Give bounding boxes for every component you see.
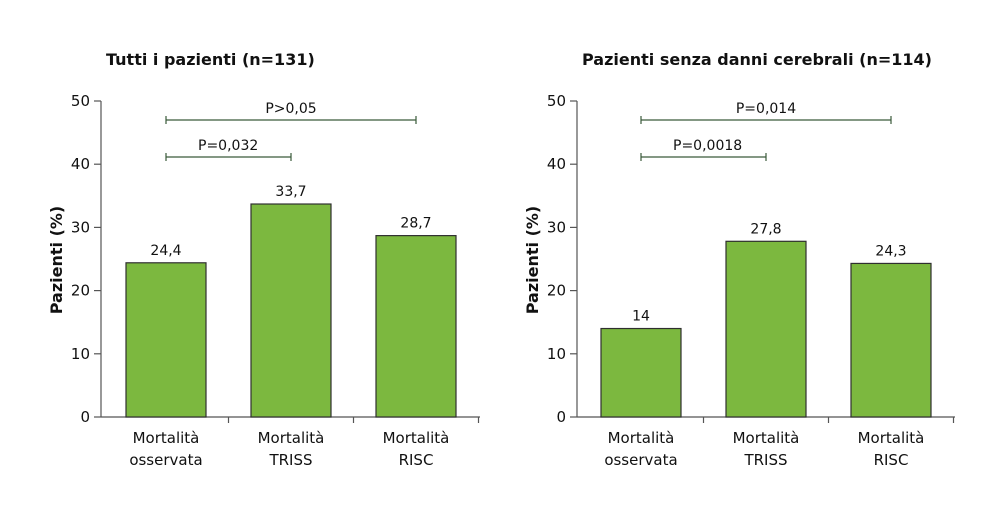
bar-value-label: 28,7	[400, 216, 431, 232]
category-label: osservata	[604, 451, 677, 469]
category-label: Mortalità	[858, 429, 925, 447]
y-tick-label: 50	[547, 92, 566, 110]
category-label: Mortalità	[258, 429, 325, 447]
y-tick-label: 0	[556, 408, 566, 426]
chart-panel-all-patients: Tutti i pazienti (n=131) Pazienti (%) 0 10 2…	[47, 50, 480, 469]
bar	[850, 262, 932, 418]
significance-bracket: P=0,0018	[640, 138, 767, 161]
bar-value-label: 24,3	[875, 243, 906, 259]
y-tick-label: 40	[71, 155, 90, 173]
bar	[125, 262, 207, 418]
category-label: osservata	[129, 451, 202, 469]
bar-value-label: 27,8	[750, 221, 781, 237]
bar	[600, 327, 682, 418]
significance-bracket: P=0,014	[640, 101, 892, 124]
p-value-label: P=0,032	[198, 138, 258, 154]
bar	[725, 240, 807, 418]
bar-value-label: 33,7	[275, 184, 306, 200]
category-label: Mortalità	[383, 429, 450, 447]
y-tick-label: 50	[71, 92, 90, 110]
chart-panel-no-brain-damage: Pazienti senza danni cerebrali (n=114) Pa…	[523, 50, 955, 469]
y-axis-label: Pazienti (%)	[47, 206, 66, 315]
category-label: RISC	[874, 451, 909, 469]
y-axis-label: Pazienti (%)	[523, 206, 542, 315]
y-tick-label: 20	[547, 282, 566, 300]
bar	[250, 203, 332, 418]
y-tick-label: 10	[71, 345, 90, 363]
significance-bracket: P=0,032	[165, 138, 292, 161]
y-tick-label: 10	[547, 345, 566, 363]
category-label: RISC	[399, 451, 434, 469]
category-label: TRISS	[268, 451, 312, 469]
chart-title: Tutti i pazienti (n=131)	[106, 50, 315, 69]
significance-bracket: P>0,05	[165, 101, 417, 124]
y-tick-label: 20	[71, 282, 90, 300]
category-label: TRISS	[743, 451, 787, 469]
category-label: Mortalità	[608, 429, 675, 447]
category-label: Mortalità	[733, 429, 800, 447]
bar	[375, 235, 457, 418]
bar-value-label: 24,4	[150, 243, 181, 259]
y-tick-label: 40	[547, 155, 566, 173]
p-value-label: P>0,05	[265, 101, 316, 117]
y-tick-label: 0	[80, 408, 90, 426]
category-label: Mortalità	[133, 429, 200, 447]
y-tick-label: 30	[71, 218, 90, 236]
bar-value-label: 14	[632, 309, 650, 325]
chart-title: Pazienti senza danni cerebrali (n=114)	[582, 50, 932, 69]
y-tick-label: 30	[547, 218, 566, 236]
p-value-label: P=0,014	[736, 101, 796, 117]
p-value-label: P=0,0018	[673, 138, 742, 154]
